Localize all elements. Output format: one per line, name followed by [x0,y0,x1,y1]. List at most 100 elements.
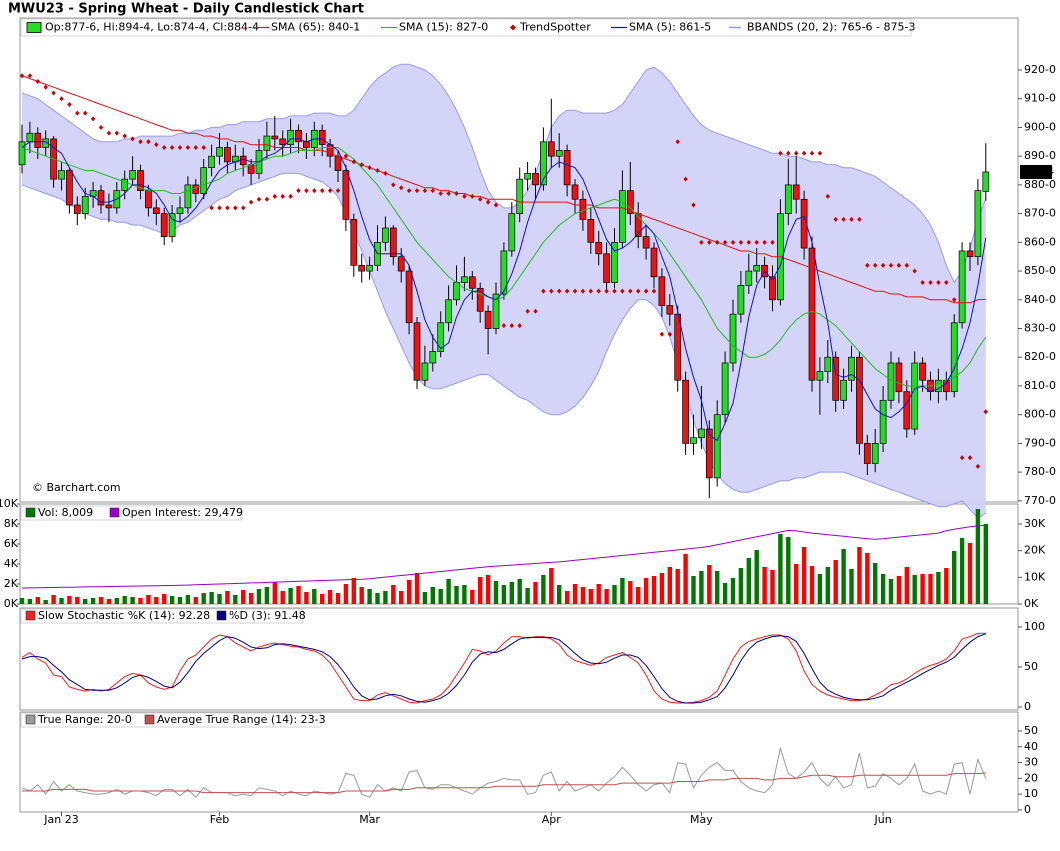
trendspotter-dot [580,288,586,294]
trendspotter-dot [280,193,285,199]
candle [769,265,776,312]
candle [366,256,373,280]
trendspotter-dot [880,262,886,268]
trendspotter-dot [19,73,25,79]
volume-bar [351,578,356,604]
volume-bar [67,596,72,604]
trendspotter-dot [754,239,759,245]
volume-bar [770,570,775,604]
candle-body [58,170,65,180]
candle-body [484,310,492,329]
x-tick-label: Apr [542,813,562,826]
trendspotter-dot [83,110,88,116]
trendspotter-dot [683,176,688,182]
candle-body [903,391,911,430]
trendspotter-dot [414,188,420,194]
trendspotter-dot [422,188,428,194]
legend-label: SMA (65): 840-1 [271,21,360,34]
candle-body [66,170,73,206]
y-tick-label: 8K [4,517,19,530]
candle-body [81,196,89,214]
volume-bar [493,581,499,604]
candle [413,317,421,389]
legend-label: TrendSpotter [519,21,591,34]
trendspotter-dot [896,262,902,268]
volume-bar [90,598,96,604]
candle-body [611,241,618,283]
trendspotter-dot [454,191,459,197]
legend-box [20,712,322,728]
legend-item: SMA (15): 827-0 [381,21,488,34]
volume-bar [83,599,88,604]
candle-body [26,132,34,143]
candle [524,161,531,191]
legend-label: Average True Range (14): 23-3 [157,713,326,726]
trendspotter-dot [430,188,435,194]
candle [935,368,942,404]
volume-bar [683,554,688,604]
trendspotter-dot [35,78,40,84]
trendspotter-dot [525,308,530,314]
candle [666,294,674,326]
volume-bar [296,586,301,604]
candle [713,400,721,487]
candle [484,305,492,355]
y-tick-label: 50 [1024,660,1038,673]
candle [816,357,824,415]
trendspotter-dot [944,280,949,286]
trendspotter-dot [588,288,593,294]
trendspotter-dot [873,262,878,268]
candle [168,204,176,243]
trendspotter-dot [233,205,238,211]
candle [42,130,50,157]
volume-bar [146,595,151,604]
candle [461,256,468,292]
candle-body [429,351,437,364]
candle [516,167,524,223]
legend-swatch [26,22,42,33]
y-tick-label: 0K [4,597,19,610]
volume-bar [959,538,965,604]
y-tick-label: 100 [1024,620,1045,633]
volume-bar [359,587,364,604]
legend-item: Open Interest: 29,479 [109,506,243,519]
trendspotter-dot [801,150,807,156]
trendspotter-dot [983,409,988,415]
candle-body [753,264,761,272]
trendspotter-dot [817,150,823,156]
volume-bar [754,550,759,604]
candle-body [769,276,776,301]
volume-bar [936,572,941,604]
candle [800,190,808,260]
candle-body [935,379,942,393]
candle-body [421,362,429,381]
trendspotter-dot [27,73,33,79]
candle [389,225,397,266]
volume-bar [454,586,459,604]
trendspotter-dot [446,191,451,197]
legend-swatch [144,714,155,725]
candle-body [145,190,152,209]
candle-body [784,184,792,214]
candle [58,161,65,191]
volume-bar [604,589,609,604]
volume-bar [525,588,530,604]
y-tick-label: 810-0 [1024,379,1056,392]
volume-bar [154,597,159,604]
candle-body [698,428,705,439]
volume-bar [209,592,214,604]
y-tick-label: 770-0 [1024,494,1056,507]
candle-body [705,428,713,479]
trendspotter-dot [154,142,159,148]
y-tick-label: 880-0 [1024,178,1056,191]
volume-bar [944,568,949,604]
volume-bar [122,596,127,604]
candle-body [192,184,200,194]
candle-body [358,264,366,272]
volume-bar [738,568,744,604]
trendspotter-dot [786,150,791,156]
volume-bar [643,578,649,604]
candle [445,285,452,332]
candle-body [879,399,887,444]
trendspotter-dot [620,288,625,294]
